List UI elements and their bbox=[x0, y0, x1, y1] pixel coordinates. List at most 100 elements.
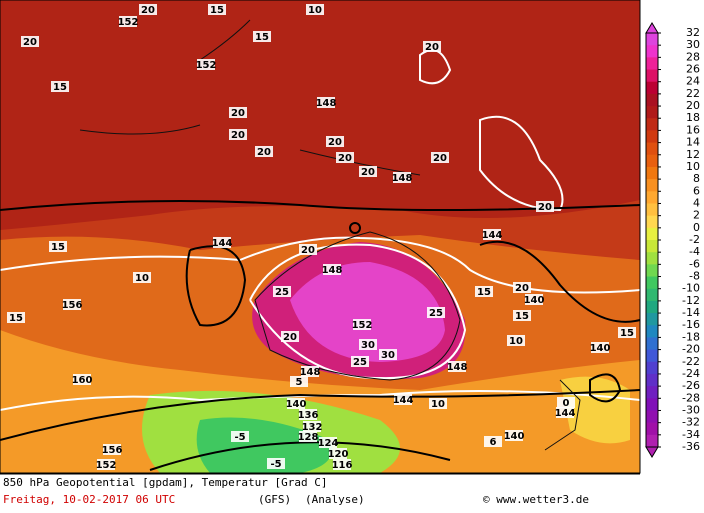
legend-swatch bbox=[646, 300, 658, 314]
contour-label: 20 bbox=[231, 130, 245, 141]
contour-label: 10 bbox=[509, 336, 523, 347]
legend-swatch bbox=[646, 337, 658, 351]
legend-label: -10 bbox=[682, 282, 700, 295]
contour-label: 20 bbox=[425, 42, 439, 53]
legend-label: -14 bbox=[682, 306, 700, 319]
contour-label-box bbox=[319, 437, 337, 448]
contour-label: 15 bbox=[9, 313, 23, 324]
contour-label-box bbox=[448, 361, 466, 372]
legend-swatch bbox=[646, 106, 658, 119]
contour-label-box bbox=[329, 448, 347, 459]
contour-label: 120 bbox=[328, 449, 349, 460]
contour-label: 20 bbox=[23, 37, 37, 48]
contour-label: 144 bbox=[212, 238, 233, 249]
legend-label: 24 bbox=[686, 75, 700, 88]
contour-label-box bbox=[73, 374, 91, 385]
legend-label: -2 bbox=[689, 233, 700, 246]
contour-label-box bbox=[591, 342, 609, 353]
contour-label-box bbox=[281, 331, 299, 342]
contour-label: 20 bbox=[257, 147, 271, 158]
contour-label-box bbox=[208, 4, 226, 15]
legend-label: -4 bbox=[689, 245, 700, 258]
contour-label-box bbox=[299, 431, 317, 442]
legend-swatch bbox=[646, 166, 658, 180]
contour-label: 124 bbox=[318, 438, 339, 449]
contour-label: 144 bbox=[555, 408, 576, 419]
legend-swatch bbox=[646, 288, 658, 302]
contour-label-box bbox=[536, 201, 554, 212]
legend-swatch bbox=[646, 130, 658, 144]
contour-label: 15 bbox=[515, 311, 529, 322]
legend-swatch bbox=[646, 386, 658, 399]
contour-label: 116 bbox=[332, 460, 353, 471]
contour-label: 20 bbox=[338, 153, 352, 164]
contour-label-box bbox=[303, 421, 321, 432]
contour-label-box bbox=[317, 97, 335, 108]
contour-label-box bbox=[197, 59, 215, 70]
legend-swatch bbox=[646, 422, 658, 436]
contour-label: 0 bbox=[563, 398, 570, 409]
contour-label: 30 bbox=[381, 350, 395, 361]
contour-label-box bbox=[556, 407, 574, 418]
contour-label-box bbox=[63, 299, 81, 310]
contour-label: 148 bbox=[300, 367, 321, 378]
contour-label-box bbox=[229, 107, 247, 118]
legend-label: -22 bbox=[682, 355, 700, 368]
contour-label: 15 bbox=[210, 5, 224, 16]
contour-label-box bbox=[51, 81, 69, 92]
legend-swatch bbox=[646, 325, 658, 338]
contour-label: 20 bbox=[515, 283, 529, 294]
contour-label-box bbox=[97, 459, 115, 470]
contour-label-box bbox=[483, 229, 501, 240]
contour-label-box bbox=[299, 409, 317, 420]
contour-label: -5 bbox=[270, 459, 281, 470]
contour-label: 144 bbox=[482, 230, 503, 241]
legend-swatch bbox=[646, 215, 658, 229]
legend-swatch bbox=[646, 252, 658, 265]
contour-label: 140 bbox=[286, 399, 307, 410]
legend-label: 6 bbox=[693, 184, 700, 197]
contour-label-box bbox=[21, 36, 39, 47]
legend-label: 26 bbox=[686, 63, 700, 76]
contour-label: 10 bbox=[308, 5, 322, 16]
contour-label-box bbox=[359, 166, 377, 177]
contour-label-box bbox=[427, 307, 445, 318]
legend-swatch bbox=[646, 45, 658, 58]
contour-label-box bbox=[505, 430, 523, 441]
contour-label-box bbox=[229, 129, 247, 140]
contour-label-box bbox=[484, 436, 502, 447]
legend-swatch bbox=[646, 57, 658, 71]
legend-label: 14 bbox=[686, 136, 700, 149]
contour-label-box bbox=[475, 286, 493, 297]
legend-label: -8 bbox=[689, 270, 700, 283]
contour-label: 20 bbox=[328, 137, 342, 148]
contour-label: 156 bbox=[102, 445, 123, 456]
contour-label: 15 bbox=[620, 328, 634, 339]
legend-swatch bbox=[646, 191, 658, 204]
product-title: 850 hPa Geopotential [gpdam], Temperatur… bbox=[3, 476, 328, 489]
date-label: Freitag, 10-02-2017 06 UTC bbox=[3, 493, 175, 506]
contour-label: 148 bbox=[316, 98, 337, 109]
legend-swatch bbox=[646, 179, 658, 192]
legend-swatch bbox=[646, 349, 658, 363]
contour-label: 152 bbox=[96, 460, 117, 471]
contour-label: 144 bbox=[393, 395, 414, 406]
contour-label-box bbox=[267, 458, 285, 469]
contour-label-box bbox=[49, 241, 67, 252]
contour-label-box bbox=[359, 339, 377, 350]
color-legend: 32302826242220181614121086420-2-4-6-8-10… bbox=[645, 22, 700, 458]
contour-label: 136 bbox=[298, 410, 319, 421]
legend-label: -24 bbox=[682, 367, 700, 380]
legend-label: -28 bbox=[682, 391, 700, 404]
contour-label-box bbox=[525, 294, 543, 305]
contour-label: 15 bbox=[51, 242, 65, 253]
contour-label: 25 bbox=[429, 308, 443, 319]
contour-label-box bbox=[119, 16, 137, 27]
contour-label-box bbox=[423, 41, 441, 52]
legend-label: -6 bbox=[689, 257, 700, 270]
legend-label: 10 bbox=[686, 160, 700, 173]
legend-swatch bbox=[646, 203, 658, 217]
